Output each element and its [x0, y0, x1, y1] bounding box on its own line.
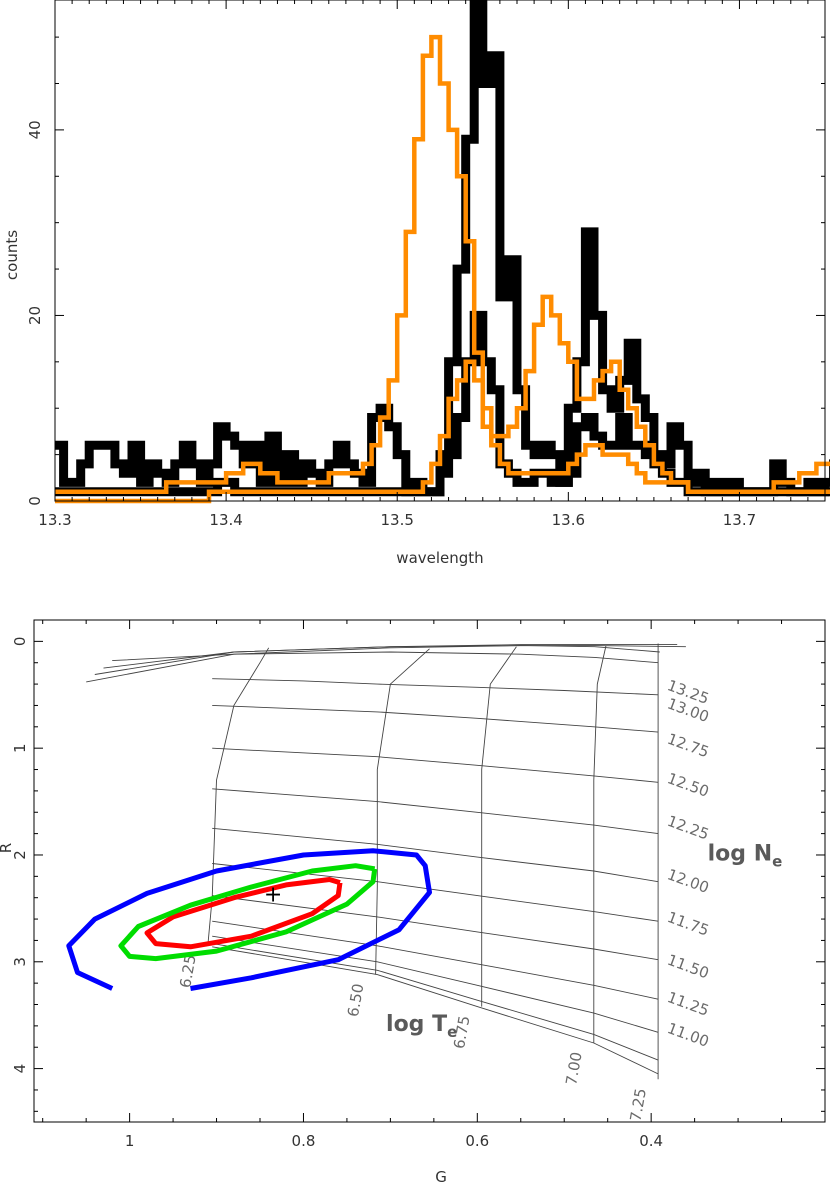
temperature-grid-label: 7.25	[627, 1087, 651, 1123]
spectrum-plot-frame	[54, 0, 826, 502]
spectrum-ticks: 13.3 13.4 13.5 13.6 13.7 0 20 40	[26, 0, 826, 529]
temperature-grid-line	[375, 648, 430, 975]
model-grid	[86, 643, 686, 1080]
spectrum-y-axis-label: counts	[3, 230, 21, 280]
confidence-contour-0	[144, 877, 343, 950]
diagnostic-y-tick-label: 4	[11, 1064, 29, 1074]
spectrum-x-tick-label: 13.4	[209, 511, 242, 529]
density-grid-line	[212, 863, 659, 922]
confidence-contour-2	[66, 848, 432, 991]
model-grid-labels: 6.256.506.757.007.2513.2513.0012.7512.50…	[176, 676, 711, 1123]
density-grid-label: 12.50	[665, 769, 712, 801]
spectrum-series-2	[55, 34, 830, 494]
diagnostic-y-tick-label: 3	[11, 957, 29, 967]
temperature-grid-label: 6.50	[344, 982, 368, 1018]
density-grid-line	[103, 645, 660, 669]
density-grid-line	[212, 946, 659, 1075]
spectrum-x-axis-label: wavelength	[396, 549, 483, 567]
grid-annotation-0: log Ne	[708, 841, 783, 870]
density-grid-label: 11.25	[665, 988, 712, 1020]
spectrum-series-0	[55, 0, 830, 497]
temperature-grid-line	[481, 646, 517, 1007]
diagnostic-x-tick-label: 0.8	[292, 1132, 316, 1150]
best-fit-marker: +	[264, 882, 282, 907]
density-grid-line	[112, 651, 659, 664]
spectrum-x-tick-label: 13.6	[552, 511, 585, 529]
density-grid-line	[212, 827, 659, 883]
grid-annotation-1: log Te	[386, 1012, 457, 1041]
spectrum-series-3	[55, 359, 830, 504]
spectrum-y-tick-label: 0	[26, 496, 44, 506]
temperature-grid-label: 7.00	[562, 1051, 586, 1087]
diagnostic-y-tick-label: 2	[11, 850, 29, 860]
spectrum-series-group	[55, 0, 830, 504]
diagnostic-x-axis-label: G	[435, 1168, 447, 1186]
density-grid-line	[212, 920, 659, 1000]
density-grid-line	[212, 788, 659, 835]
density-grid-label: 11.75	[665, 908, 712, 940]
grid-annotation-subscript: e	[447, 1023, 457, 1041]
density-grid-line	[212, 678, 659, 696]
diagnostic-y-axis-label: R	[0, 843, 15, 853]
density-grid-label: 12.75	[665, 730, 712, 762]
density-grid-line	[94, 644, 678, 675]
diagnostic-y-tick-label: 1	[11, 743, 29, 753]
density-grid-label: 12.25	[665, 812, 712, 844]
density-grid-line	[212, 935, 659, 1033]
diagnostic-panel: 6.256.506.757.007.2513.2513.0012.7512.50…	[0, 619, 826, 1186]
density-grid-label: 11.50	[665, 951, 712, 983]
diagnostic-x-tick-label: 1	[125, 1132, 135, 1150]
best-fit-marker-glyph: +	[264, 882, 282, 907]
spectrum-y-tick-label: 40	[26, 120, 44, 139]
temperature-grid-label: 6.75	[450, 1014, 474, 1050]
diagnostic-x-tick-label: 0.6	[465, 1132, 489, 1150]
temperature-grid-line	[593, 645, 607, 1043]
grid-annotations: log Ne log Te	[386, 841, 782, 1041]
density-grid-line	[212, 747, 659, 783]
spectrum-x-tick-label: 13.3	[38, 511, 71, 529]
confidence-contour-1	[118, 863, 378, 962]
spectrum-y-tick-label: 20	[26, 306, 44, 325]
temperature-grid-label: 6.25	[176, 953, 200, 989]
density-grid-line	[212, 704, 659, 733]
density-grid-label: 11.00	[665, 1019, 712, 1051]
diagnostic-y-tick-label: 0	[11, 637, 29, 647]
grid-annotation-subscript: e	[772, 852, 782, 870]
diagnostic-ticks: 1 0.8 0.6 0.4 0 1 2 3 4	[11, 620, 826, 1150]
spectrum-x-tick-label: 13.5	[381, 511, 414, 529]
diagnostic-x-tick-label: 0.4	[639, 1132, 663, 1150]
spectrum-x-tick-label: 13.7	[723, 511, 756, 529]
diagnostic-plot-frame	[33, 619, 826, 1123]
density-grid-line	[212, 895, 659, 961]
density-grid-label: 12.00	[665, 865, 712, 897]
spectrum-panel: 13.3 13.4 13.5 13.6 13.7 0 20 40 wavelength cou…	[3, 0, 830, 567]
density-grid-line	[86, 645, 686, 683]
confidence-contours	[66, 848, 432, 991]
